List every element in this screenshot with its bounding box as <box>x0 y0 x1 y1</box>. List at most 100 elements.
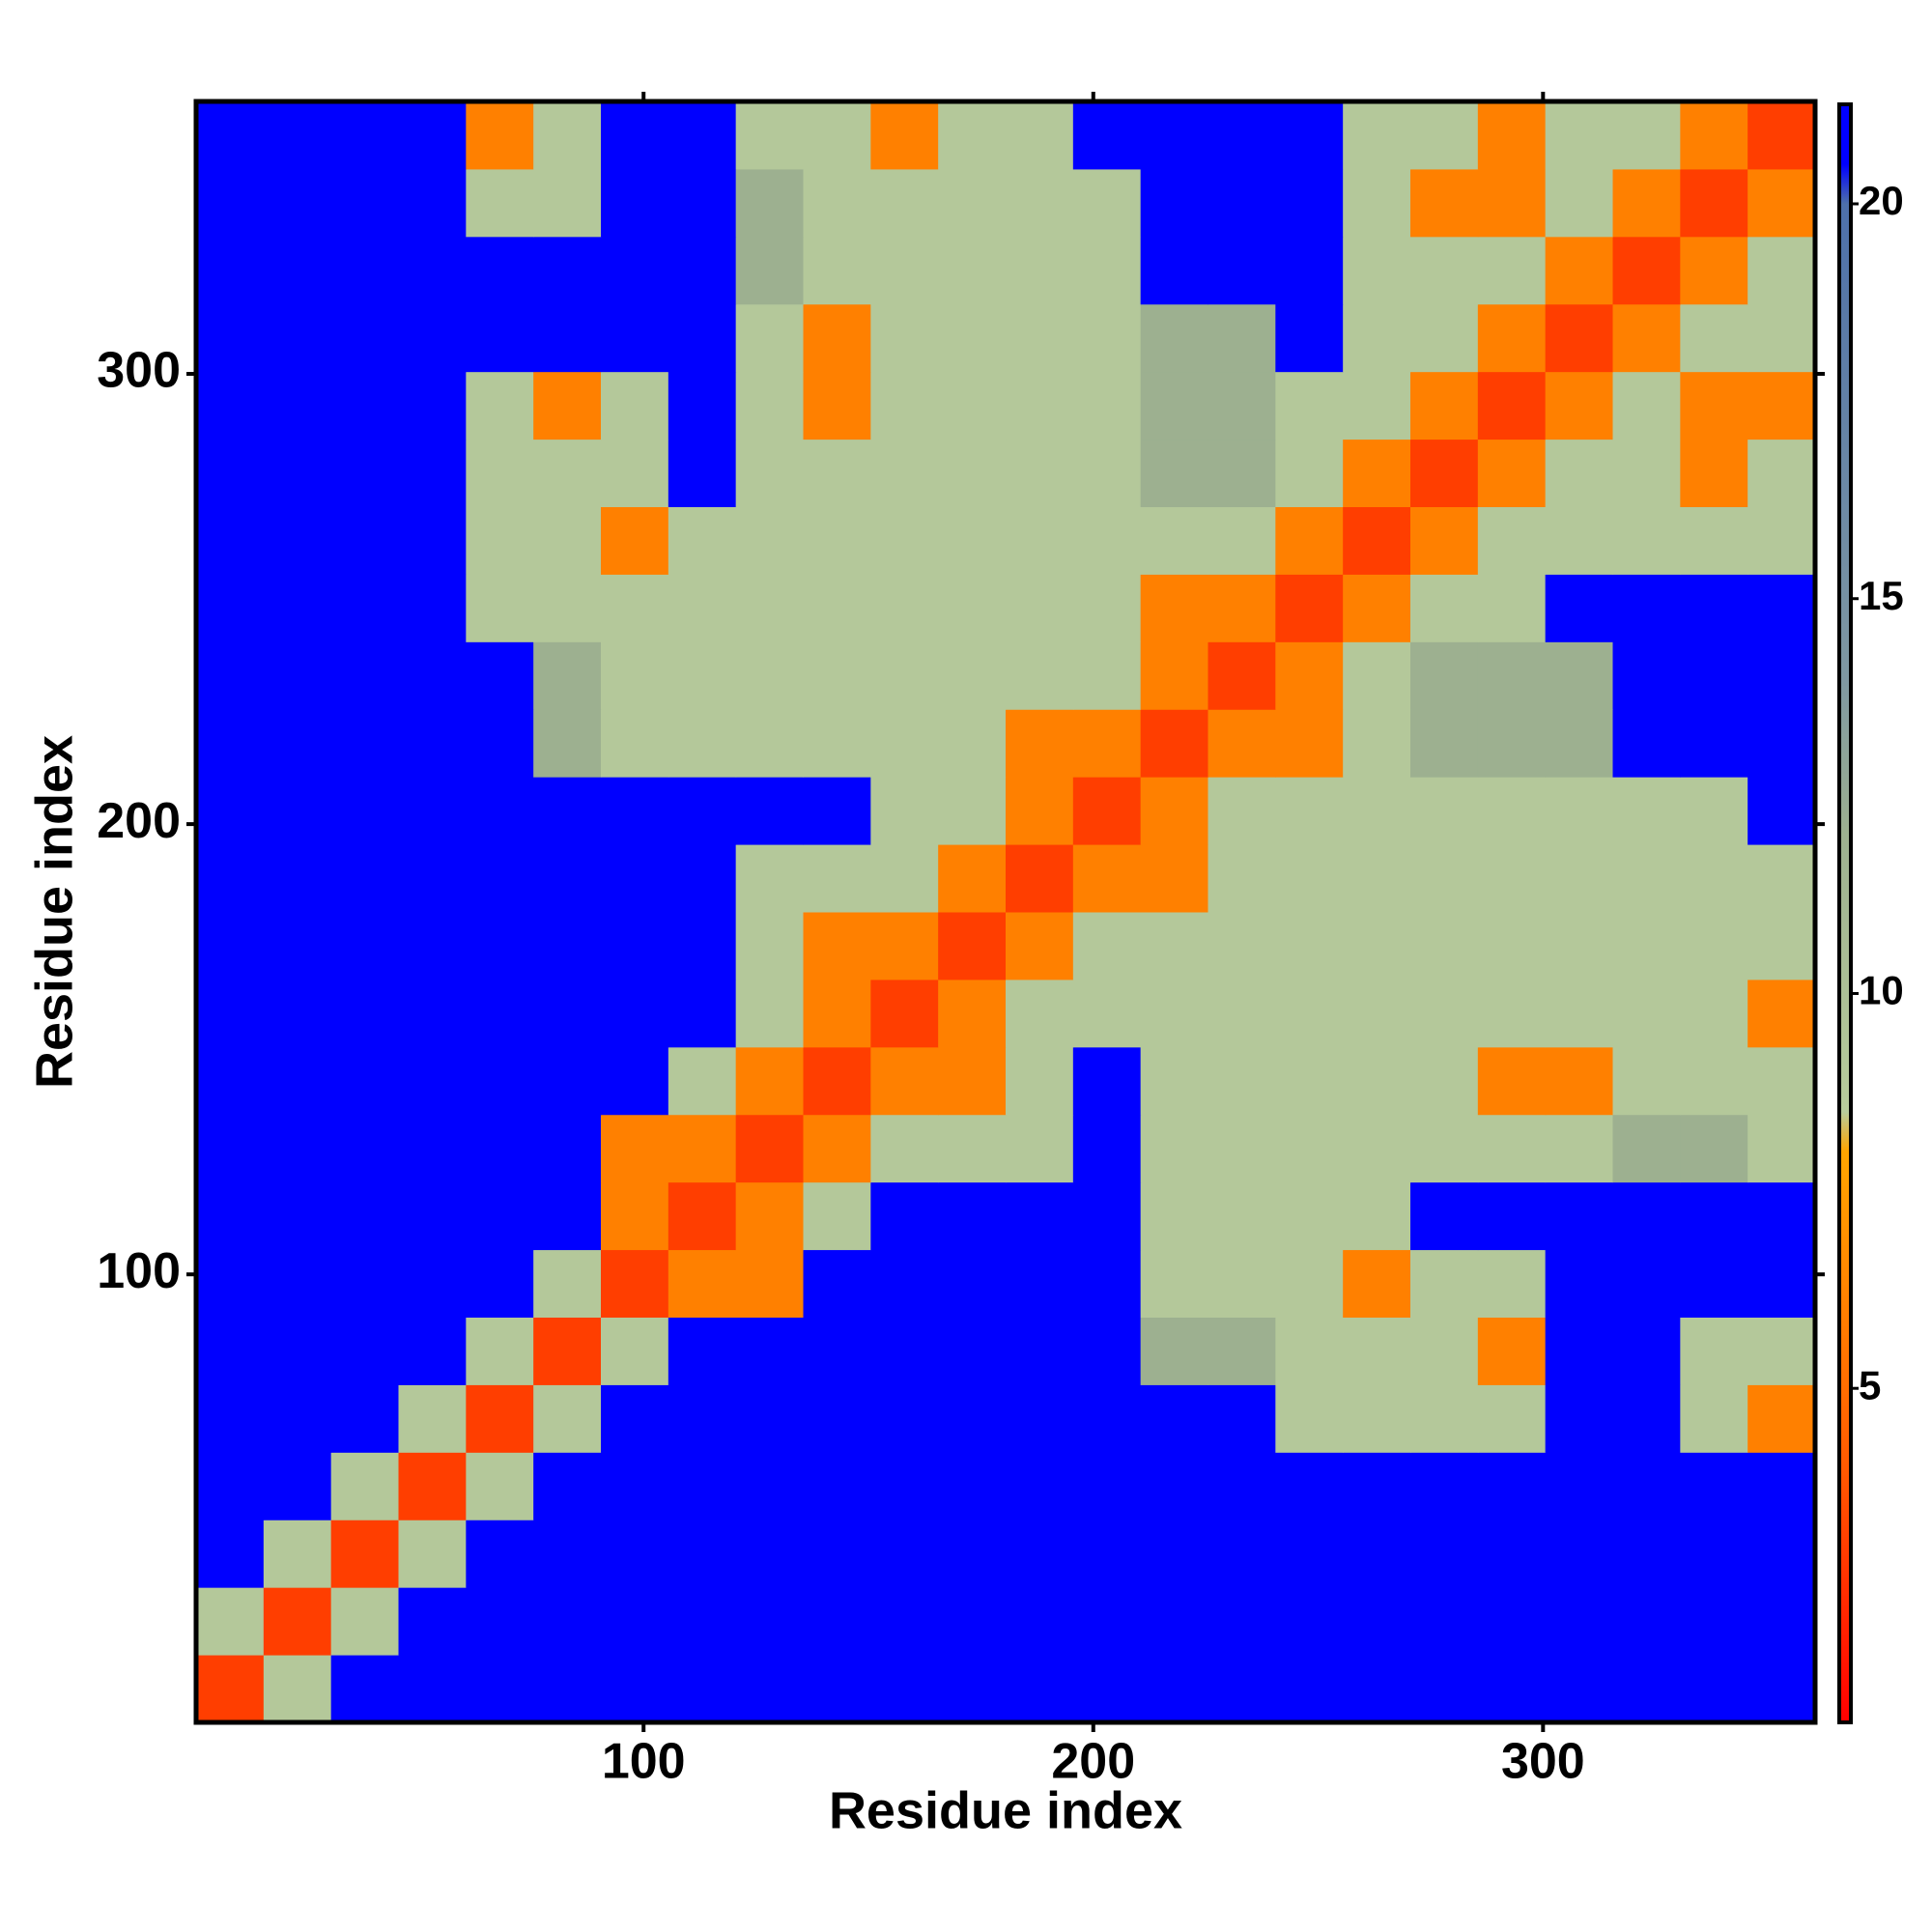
heatmap-cell <box>196 1520 265 1588</box>
heatmap-cell <box>398 1587 467 1656</box>
heatmap-cell <box>263 371 332 440</box>
heatmap-cell <box>601 1452 669 1520</box>
heatmap-cell <box>1477 303 1547 373</box>
heatmap-cell <box>870 574 939 642</box>
heatmap-cell <box>1612 641 1681 710</box>
heatmap-cell <box>668 1384 737 1453</box>
heatmap-cell <box>1343 303 1411 373</box>
heatmap-cell <box>735 844 804 913</box>
heatmap-cell <box>263 912 332 980</box>
heatmap-cell <box>1006 1384 1074 1453</box>
heatmap-cell <box>1680 439 1748 507</box>
heatmap-cell <box>196 912 265 980</box>
heatmap-cell <box>398 844 467 913</box>
heatmap-cell <box>330 1655 399 1723</box>
heatmap-cell <box>1612 1452 1681 1520</box>
heatmap-cell <box>1072 1655 1142 1723</box>
heatmap-cell <box>466 1520 534 1588</box>
heatmap-cell <box>1545 1520 1613 1588</box>
heatmap-cell <box>735 1249 804 1318</box>
heatmap-cell <box>1006 1520 1074 1588</box>
heatmap-cell <box>1545 1317 1613 1385</box>
heatmap-cell <box>1072 303 1142 373</box>
heatmap-cell <box>1140 1520 1208 1588</box>
heatmap-cell <box>1006 1114 1074 1183</box>
heatmap-cell <box>668 101 737 170</box>
heatmap-cell <box>601 1655 669 1723</box>
heatmap-cell <box>1680 1452 1748 1520</box>
heatmap-cell <box>938 1317 1007 1385</box>
heatmap-cell <box>330 1181 399 1251</box>
heatmap-cell <box>466 1317 534 1385</box>
heatmap-cell <box>938 506 1007 575</box>
heatmap-cell <box>668 1114 737 1183</box>
heatmap-cell <box>196 1046 265 1116</box>
heatmap-cell <box>330 236 399 305</box>
heatmap-cell <box>1275 1587 1344 1656</box>
heatmap-cell <box>263 1181 332 1251</box>
heatmap-cell <box>803 371 871 440</box>
heatmap-cell <box>1680 844 1748 913</box>
heatmap-cell <box>1747 168 1816 238</box>
heatmap-cell <box>1006 1317 1074 1385</box>
heatmap-cell <box>1612 1655 1681 1723</box>
heatmap-cell <box>1275 912 1344 980</box>
heatmap-cell <box>330 574 399 642</box>
heatmap-cell <box>1006 709 1074 778</box>
heatmap-cell <box>1343 1181 1411 1251</box>
heatmap-cell <box>263 1655 332 1723</box>
heatmap-cell <box>601 709 669 778</box>
heatmap-cell <box>870 1249 939 1318</box>
heatmap-cell <box>938 1587 1007 1656</box>
colorbar-tick-label: 10 <box>1859 968 1904 1013</box>
heatmap-cell <box>1747 236 1816 305</box>
heatmap-cell <box>1072 1249 1142 1318</box>
heatmap-cell <box>803 1249 871 1318</box>
heatmap-cell <box>1208 506 1276 575</box>
heatmap-cell <box>870 1114 939 1183</box>
heatmap-cell <box>1747 1317 1816 1385</box>
heatmap-cell <box>1343 1384 1411 1453</box>
heatmap-cell <box>1006 574 1074 642</box>
heatmap-cell <box>1208 303 1276 373</box>
heatmap-cell <box>1545 1587 1613 1656</box>
heatmap-cell <box>263 1384 332 1453</box>
heatmap-cell <box>1275 1655 1344 1723</box>
heatmap-cell <box>1410 1181 1479 1251</box>
heatmap-cell <box>1545 912 1613 980</box>
heatmap-cell <box>1680 236 1748 305</box>
heatmap-cell <box>533 1587 602 1656</box>
heatmap-cell <box>1545 439 1613 507</box>
heatmap-cell <box>1140 236 1208 305</box>
heatmap-cell <box>533 979 602 1048</box>
heatmap-cell <box>803 1181 871 1251</box>
heatmap-cell <box>1072 1046 1142 1116</box>
heatmap-cell <box>668 912 737 980</box>
heatmap-cell <box>1140 1384 1208 1453</box>
heatmap-cell <box>1208 912 1276 980</box>
heatmap-cell <box>466 439 534 507</box>
heatmap-cell <box>870 709 939 778</box>
heatmap-cell <box>1006 1046 1074 1116</box>
heatmap-cell <box>601 979 669 1048</box>
heatmap-cell <box>1006 506 1074 575</box>
heatmap-cell <box>466 574 534 642</box>
heatmap-cell <box>533 1046 602 1116</box>
heatmap-cell <box>803 168 871 238</box>
heatmap-cell <box>1275 101 1344 170</box>
heatmap-cell <box>1612 844 1681 913</box>
heatmap-cell <box>466 641 534 710</box>
heatmap-cell <box>1680 101 1748 170</box>
heatmap-cell <box>870 641 939 710</box>
heatmap-cell <box>533 844 602 913</box>
heatmap-cell <box>1747 439 1816 507</box>
heatmap-cell <box>1343 912 1411 980</box>
heatmap-cell <box>398 1384 467 1453</box>
heatmap-cell <box>330 1317 399 1385</box>
heatmap-cell <box>1006 371 1074 440</box>
heatmap-cell <box>668 979 737 1048</box>
heatmap-cell <box>1140 439 1208 507</box>
heatmap-cell <box>601 777 669 845</box>
heatmap-cell <box>1545 844 1613 913</box>
heatmap-cell <box>1410 1384 1479 1453</box>
